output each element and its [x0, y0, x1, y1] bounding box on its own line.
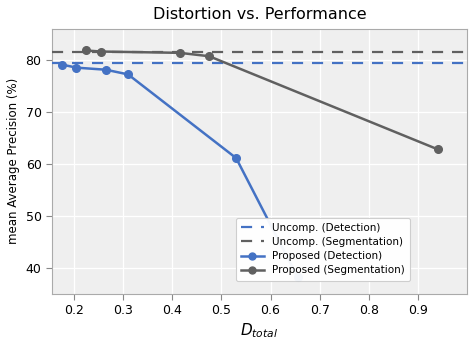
Proposed (Segmentation) [435, 147, 440, 151]
Line: Proposed (Segmentation): Proposed (Segmentation) [82, 47, 441, 153]
Proposed (Detection) [73, 66, 79, 70]
Title: Distortion vs. Performance: Distortion vs. Performance [153, 7, 366, 22]
Proposed (Detection) [125, 72, 131, 76]
Proposed (Detection) [295, 275, 301, 279]
Proposed (Detection) [233, 156, 239, 160]
Proposed (Detection) [59, 62, 64, 67]
Proposed (Segmentation) [206, 54, 212, 58]
Legend: Uncomp. (Detection), Uncomp. (Segmentation), Proposed (Detection), Proposed (Seg: Uncomp. (Detection), Uncomp. (Segmentati… [236, 218, 410, 281]
Y-axis label: mean Average Precision (%): mean Average Precision (%) [7, 78, 20, 244]
Proposed (Segmentation) [177, 51, 182, 55]
Proposed (Segmentation) [83, 49, 89, 53]
Line: Proposed (Detection): Proposed (Detection) [58, 61, 301, 281]
Proposed (Detection) [103, 68, 109, 72]
X-axis label: $D_{total}$: $D_{total}$ [240, 321, 279, 340]
Proposed (Segmentation) [98, 50, 104, 54]
